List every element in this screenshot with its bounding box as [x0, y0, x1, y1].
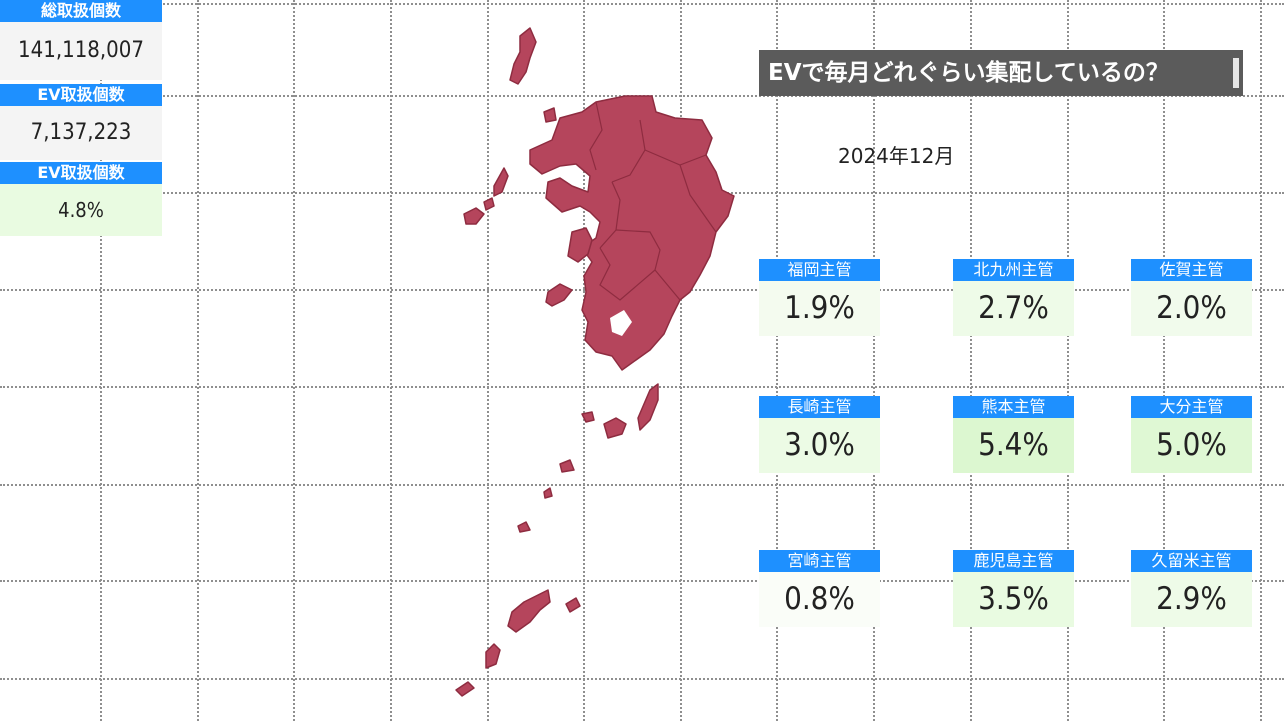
card-kurume-value: 2.9%: [1131, 572, 1252, 627]
ev-count-stat: EV取扱個数 7,137,223: [0, 84, 162, 160]
ev-count-value: 7,137,223: [0, 106, 162, 160]
amakusa-island-shape: [567, 227, 593, 263]
card-fukuoka-label: 福岡主管: [759, 259, 880, 281]
tokara-island-2-shape: [543, 487, 553, 499]
card-kitakyushu: 北九州主管 2.7%: [953, 259, 1074, 336]
yakushima-shape: [603, 417, 627, 439]
card-oita: 大分主管 5.0%: [1131, 396, 1252, 473]
tanegashima-shape: [637, 383, 659, 431]
satsuma-bay-shape: [610, 310, 632, 336]
card-kurume-label: 久留米主管: [1131, 550, 1252, 572]
title-accent-bar: [1233, 58, 1239, 88]
card-fukuoka-value: 1.9%: [759, 281, 880, 336]
amami-oshima-shape: [507, 589, 551, 633]
card-nagasaki: 長崎主管 3.0%: [759, 396, 880, 473]
iki-island-shape: [543, 107, 557, 123]
card-oita-label: 大分主管: [1131, 396, 1252, 418]
card-nagasaki-value: 3.0%: [759, 418, 880, 473]
okinoerabu-shape: [455, 681, 475, 697]
ev-ratio-label: EV取扱個数: [0, 162, 162, 184]
tsushima-island-shape: [509, 27, 537, 85]
period-label: 2024年12月: [838, 144, 955, 168]
total-count-stat: 総取扱個数 141,118,007: [0, 0, 162, 80]
card-saga-label: 佐賀主管: [1131, 259, 1252, 281]
card-fukuoka: 福岡主管 1.9%: [759, 259, 880, 336]
kyushu-mainland-shape: [529, 95, 735, 371]
card-miyazaki: 宮崎主管 0.8%: [759, 550, 880, 627]
prefecture-border-5: [679, 164, 717, 233]
tokara-island-3-shape: [517, 521, 531, 533]
prefecture-border-7: [599, 247, 656, 301]
kikaijima-shape: [565, 597, 581, 613]
hirado-island-shape: [493, 167, 509, 197]
card-kitakyushu-label: 北九州主管: [953, 259, 1074, 281]
prefecture-border-1: [589, 101, 603, 171]
goto-islands-shape: [463, 197, 495, 225]
card-miyazaki-label: 宮崎主管: [759, 550, 880, 572]
card-miyazaki-value: 0.8%: [759, 572, 880, 627]
ev-ratio-stat: EV取扱個数 4.8%: [0, 162, 162, 236]
nagasaki-peninsula-shape: [545, 283, 573, 307]
card-nagasaki-label: 長崎主管: [759, 396, 880, 418]
page-title: EVで毎月どれぐらい集配しているの？: [759, 50, 1243, 96]
koshiki-island-shape: [581, 411, 595, 423]
total-count-value: 141,118,007: [0, 22, 162, 80]
kyushu-map: [455, 27, 735, 697]
card-kurume: 久留米主管 2.9%: [1131, 550, 1252, 627]
ev-ratio-value: 4.8%: [0, 184, 162, 236]
card-saga: 佐賀主管 2.0%: [1131, 259, 1252, 336]
card-saga-value: 2.0%: [1131, 281, 1252, 336]
card-kumamoto-value: 5.4%: [953, 418, 1074, 473]
tokunoshima-shape: [485, 643, 501, 669]
ev-count-label: EV取扱個数: [0, 84, 162, 106]
card-kagoshima-value: 3.5%: [953, 572, 1074, 627]
card-kumamoto-label: 熊本主管: [953, 396, 1074, 418]
card-kumamoto: 熊本主管 5.4%: [953, 396, 1074, 473]
card-kitakyushu-value: 2.7%: [953, 281, 1074, 336]
total-count-label: 総取扱個数: [0, 0, 162, 22]
card-oita-value: 5.0%: [1131, 418, 1252, 473]
prefecture-border-2: [611, 119, 646, 183]
card-kagoshima-label: 鹿児島主管: [953, 550, 1074, 572]
card-kagoshima: 鹿児島主管 3.5%: [953, 550, 1074, 627]
prefecture-border-3: [599, 181, 621, 249]
page-title-text: EVで毎月どれぐらい集配しているの？: [768, 60, 1169, 86]
tokara-island-1-shape: [559, 459, 575, 473]
prefecture-border-6: [615, 229, 681, 301]
